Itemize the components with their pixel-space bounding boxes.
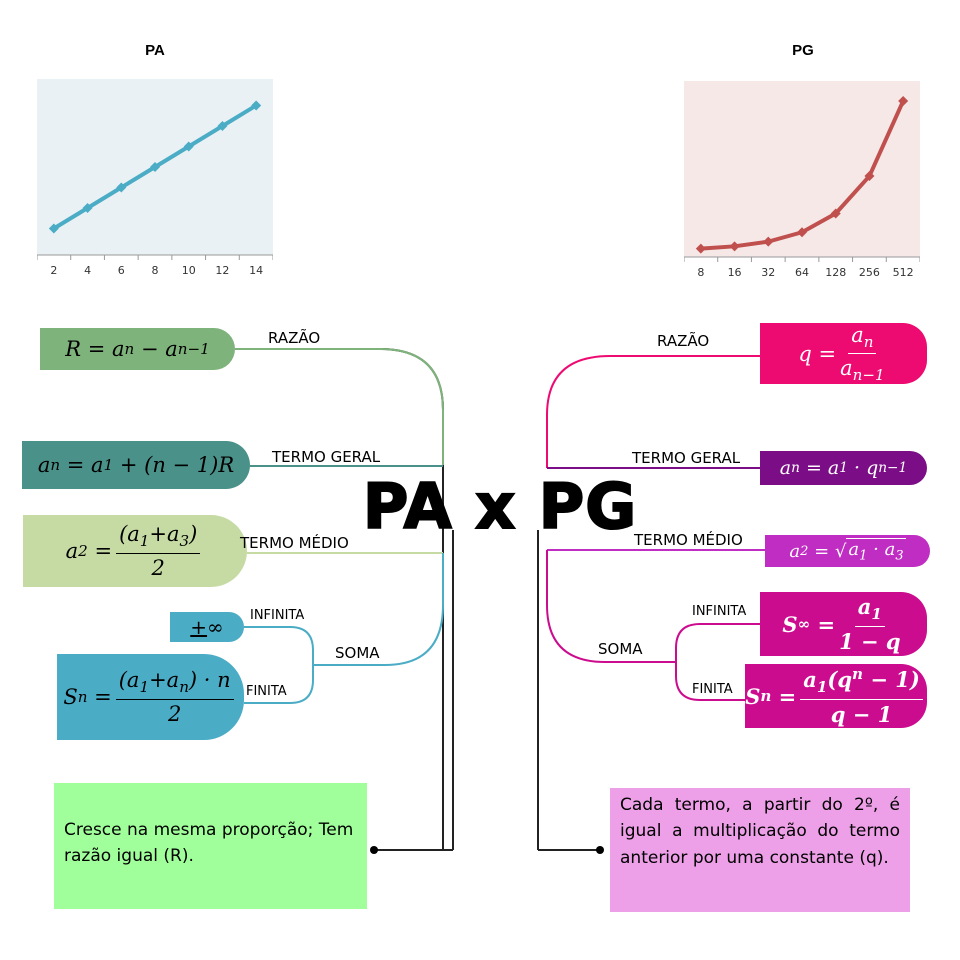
pa-chart-point (251, 100, 262, 111)
pa-soma-infinita-formula: + ∞ (170, 612, 244, 642)
pg-chart-point (763, 236, 774, 247)
pa-termo-geral-label: TERMO GERAL (272, 448, 381, 466)
pg-finita-label: FINITA (692, 682, 733, 697)
pa-chart-title: PA (145, 42, 165, 59)
pg-soma-split (675, 623, 760, 701)
pg-chart: 8 16 32 64 128 256 512 (684, 81, 920, 279)
pg-chart-title: PG (792, 42, 814, 59)
pg-razao-branch (546, 355, 760, 468)
pa-soma-label: SOMA (335, 644, 380, 662)
pg-chart-point (729, 241, 740, 252)
pg-chart-tick-label: 128 (825, 266, 846, 279)
pg-chart-point (797, 227, 807, 238)
pa-chart-point (82, 203, 93, 213)
pa-chart-tick-label: 6 (118, 264, 125, 277)
pg-note-text: Cada termo, a partir do 2º, é igual a mu… (620, 795, 900, 868)
pa-chart-point (116, 182, 127, 193)
pg-infinita-label: INFINITA (692, 604, 747, 619)
pa-chart-point (217, 121, 228, 131)
pa-razao-label: RAZÃO (268, 329, 321, 347)
pg-chart-point (898, 96, 909, 107)
pg-termo-geral-label: TERMO GERAL (632, 449, 741, 467)
pa-soma-split (244, 626, 314, 704)
pg-razao-label: RAZÃO (657, 332, 710, 350)
pa-infinita-label: INFINITA (250, 608, 305, 623)
pg-chart-tick-label: 512 (893, 266, 914, 279)
pa-note-text: Cresce na mesma proporção; Tem razão igu… (64, 820, 354, 867)
pg-chart-tick-label: 8 (697, 266, 704, 279)
pa-chart-point (48, 223, 59, 234)
pa-note-box: Cresce na mesma proporção; Tem razão igu… (54, 783, 367, 909)
pg-chart-tick-label: 16 (728, 266, 742, 279)
pa-soma-branch (313, 553, 444, 666)
pg-chart-tick-label: 256 (859, 266, 880, 279)
pa-trunk-line (235, 348, 444, 851)
pg-chart-point (864, 171, 875, 182)
pg-soma-branch (546, 550, 676, 663)
pa-razao-branch (235, 348, 444, 465)
pg-soma-infinita-formula: S ∞ = a1 1 − q (760, 592, 927, 656)
pa-chart: 2 4 6 8 10 12 14 (37, 79, 273, 277)
pg-chart-tick-label: 64 (795, 266, 809, 279)
pa-chart-tick-label: 14 (249, 264, 263, 277)
pg-chart-point (830, 208, 841, 219)
pa-chart-tick-label: 10 (182, 264, 196, 277)
pg-razao-formula: q = an an−1 (760, 323, 927, 384)
pa-chart-point (183, 141, 194, 152)
pg-soma-label: SOMA (598, 640, 643, 658)
pg-chart-point (695, 243, 706, 254)
pa-note-dot (370, 846, 378, 854)
pg-chart-tick-label: 32 (761, 266, 775, 279)
pa-finita-label: FINITA (246, 684, 287, 699)
pa-chart-tick-label: 4 (84, 264, 91, 277)
pg-note-dot (596, 846, 604, 854)
pa-chart-tick-label: 12 (215, 264, 229, 277)
pa-termo-medio-label: TERMO MÉDIO (240, 534, 349, 552)
pg-note-box: Cada termo, a partir do 2º, é igual a mu… (610, 788, 910, 912)
pa-chart-tick-label: 2 (50, 264, 57, 277)
pa-chart-point (150, 162, 160, 172)
main-title: PA x PG (362, 469, 638, 544)
pa-chart-tick-label: 8 (152, 264, 159, 277)
pg-termo-medio-label: TERMO MÉDIO (634, 531, 743, 549)
